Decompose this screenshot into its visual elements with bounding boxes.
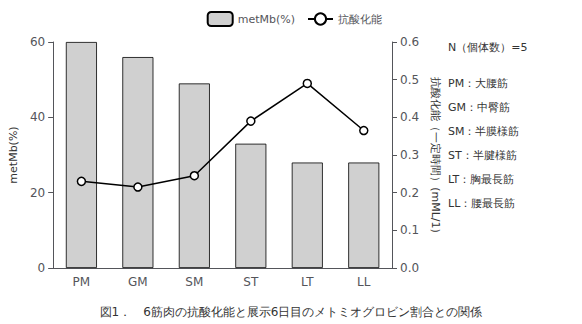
svg-text:SM：半膜様筋: SM：半膜様筋 [448, 125, 519, 138]
svg-text:ST：半腱様筋: ST：半腱様筋 [448, 149, 517, 162]
svg-text:LL：腰最長筋: LL：腰最長筋 [448, 197, 515, 210]
svg-text:0.0: 0.0 [400, 261, 419, 275]
svg-text:GM: GM [128, 275, 148, 289]
svg-text:40: 40 [30, 110, 45, 124]
svg-text:LL: LL [357, 275, 371, 289]
svg-text:0.2: 0.2 [400, 186, 419, 200]
svg-text:60: 60 [30, 35, 45, 49]
svg-text:LT: LT [301, 275, 314, 289]
svg-text:PM: PM [73, 275, 91, 289]
svg-text:metMb(%): metMb(%) [238, 13, 295, 26]
svg-text:LT：胸最長筋: LT：胸最長筋 [448, 173, 514, 186]
svg-text:抗酸化能（一定時間）(mML/1): 抗酸化能（一定時間）(mML/1) [429, 77, 442, 233]
svg-text:0.1: 0.1 [400, 223, 419, 237]
svg-text:図1． 6筋肉の抗酸化能と展示6日目のメトミオグロビン割合と: 図1． 6筋肉の抗酸化能と展示6日目のメトミオグロビン割合との関係 [100, 305, 483, 319]
svg-text:N（個体数）=5: N（個体数）=5 [448, 41, 527, 54]
svg-text:0.5: 0.5 [400, 73, 419, 87]
svg-text:metMb(%): metMb(%) [7, 126, 20, 183]
svg-text:0.6: 0.6 [400, 35, 419, 49]
svg-text:PM：大腰筋: PM：大腰筋 [448, 77, 508, 90]
svg-text:ST: ST [243, 275, 259, 289]
svg-text:0.3: 0.3 [400, 148, 419, 162]
svg-text:0: 0 [38, 261, 46, 275]
svg-text:0.4: 0.4 [400, 110, 419, 124]
svg-text:抗酸化能: 抗酸化能 [338, 13, 382, 26]
svg-text:20: 20 [30, 186, 45, 200]
svg-text:GM：中臀筋: GM：中臀筋 [448, 101, 510, 114]
svg-text:SM: SM [185, 275, 203, 289]
